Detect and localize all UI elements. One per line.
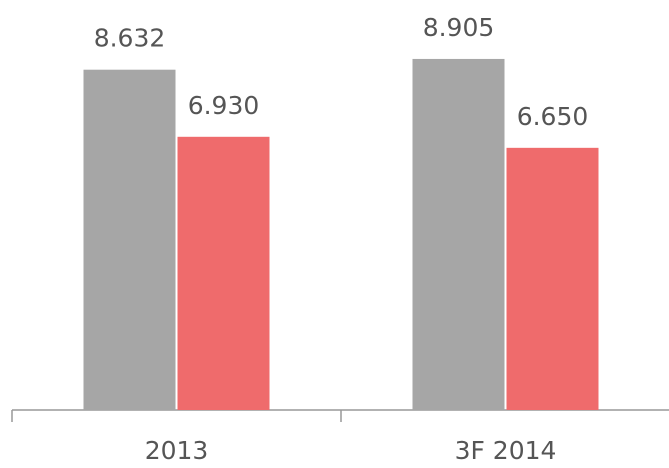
bar <box>506 147 599 410</box>
value-label: 6.650 <box>517 102 589 131</box>
x-tick-label: 2013 <box>145 436 209 465</box>
bar <box>412 58 505 410</box>
bar <box>177 136 270 410</box>
value-label: 8.632 <box>94 24 166 53</box>
value-label: 6.930 <box>188 91 260 120</box>
value-label: 8.905 <box>423 13 495 42</box>
x-tick-label: 3F 2014 <box>455 436 557 465</box>
bar <box>83 69 176 410</box>
